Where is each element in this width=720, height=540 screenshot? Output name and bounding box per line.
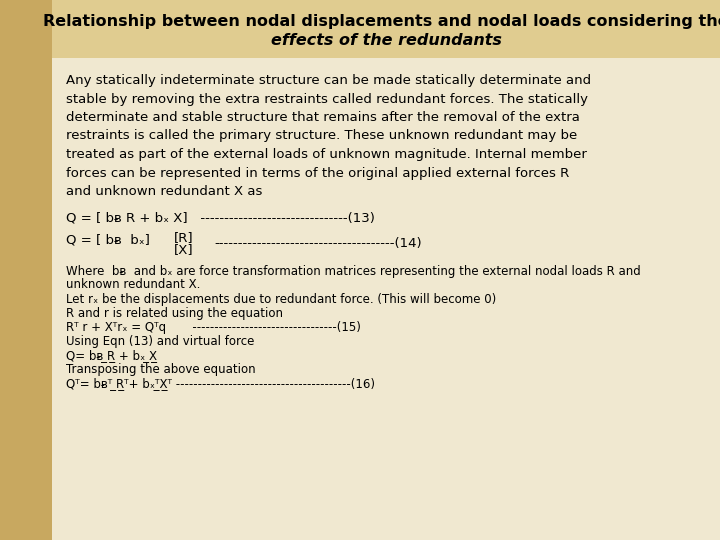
Text: Qᵀ= bᴃᵀ ̲R̲ᵀ+ bₓᵀ̲X̲ᵀ ----------------------------------------(16): Qᵀ= bᴃᵀ ̲R̲ᵀ+ bₓᵀ̲X̲ᵀ ------------------… (66, 377, 375, 390)
Text: --------------------------------------(14): --------------------------------------(1… (214, 238, 422, 251)
Text: forces can be represented in terms of the original applied external forces R: forces can be represented in terms of th… (66, 166, 570, 179)
Text: unknown redundant X.: unknown redundant X. (66, 279, 200, 292)
Text: Let rₓ be the displacements due to redundant force. (This will become 0): Let rₓ be the displacements due to redun… (66, 294, 496, 307)
Text: R and r is related using the equation: R and r is related using the equation (66, 307, 283, 321)
Text: effects of the redundants: effects of the redundants (271, 33, 501, 48)
Text: Any statically indeterminate structure can be made statically determinate and: Any statically indeterminate structure c… (66, 74, 591, 87)
Bar (52, 58, 720, 540)
Text: stable by removing the extra restraints called redundant forces. The statically: stable by removing the extra restraints … (66, 92, 588, 105)
Text: Where  bᴃ  and bₓ are force transformation matrices representing the external no: Where bᴃ and bₓ are force transformation… (66, 266, 641, 279)
Text: Q = [ bᴃ R + bₓ X]   -------------------------------(13): Q = [ bᴃ R + bₓ X] ---------------------… (66, 212, 375, 225)
Text: [R]: [R] (174, 232, 194, 245)
Text: restraints is called the primary structure. These unknown redundant may be: restraints is called the primary structu… (66, 130, 577, 143)
Text: Q= bᴃ ̲R̲ + bₓ ̲X̲: Q= bᴃ ̲R̲ + bₓ ̲X̲ (66, 349, 157, 362)
Text: treated as part of the external loads of unknown magnitude. Internal member: treated as part of the external loads of… (66, 148, 587, 161)
Text: Q = [ bᴃ  bₓ]: Q = [ bᴃ bₓ] (66, 233, 150, 246)
Text: Transposing the above equation: Transposing the above equation (66, 363, 256, 376)
Text: [X]: [X] (174, 244, 194, 256)
Text: and unknown redundant X as: and unknown redundant X as (66, 185, 262, 198)
Text: Rᵀ r + Xᵀrₓ = Qᵀq       ---------------------------------(15): Rᵀ r + Xᵀrₓ = Qᵀq ----------------------… (66, 321, 361, 334)
Text: Using Eqn (13) and virtual force: Using Eqn (13) and virtual force (66, 335, 254, 348)
Text: Relationship between nodal displacements and nodal loads considering the: Relationship between nodal displacements… (43, 14, 720, 29)
Bar (52, 0, 720, 58)
Bar (0, 0, 52, 540)
Text: determinate and stable structure that remains after the removal of the extra: determinate and stable structure that re… (66, 111, 580, 124)
